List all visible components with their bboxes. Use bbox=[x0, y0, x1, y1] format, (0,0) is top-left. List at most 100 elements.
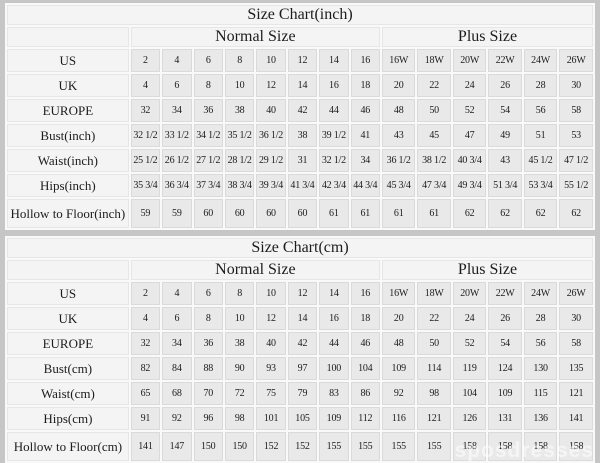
size-cell: 104 bbox=[452, 382, 487, 405]
size-cell: 42 3/4 bbox=[319, 174, 349, 197]
table-inch: Size Chart(inch) Normal Size Plus Size U… bbox=[5, 3, 595, 230]
size-cell: 43 bbox=[488, 149, 522, 172]
size-cell: 70 bbox=[193, 382, 223, 405]
size-cell: 155 bbox=[319, 432, 349, 461]
size-cell: 83 bbox=[319, 382, 349, 405]
size-cell: 36 3/4 bbox=[162, 174, 192, 197]
size-cell: 121 bbox=[559, 382, 593, 405]
size-cell: 75 bbox=[256, 382, 286, 405]
size-cell: 61 bbox=[417, 199, 451, 228]
size-cell: 56 bbox=[523, 332, 558, 355]
size-cell: 54 bbox=[488, 99, 522, 122]
size-cell: 26 bbox=[488, 74, 522, 97]
size-cell: 8 bbox=[224, 282, 255, 305]
size-cell: 39 1/2 bbox=[319, 124, 349, 147]
size-cell: 82 bbox=[130, 357, 161, 380]
size-cell: 6 bbox=[193, 49, 223, 72]
size-cell: 91 bbox=[130, 407, 161, 430]
corner-cell bbox=[7, 27, 129, 47]
size-cell: 98 bbox=[417, 382, 451, 405]
size-cell: 30 bbox=[559, 74, 593, 97]
size-cell: 8 bbox=[193, 74, 223, 97]
size-cell: 42 bbox=[287, 332, 318, 355]
size-cell: 147 bbox=[162, 432, 192, 461]
row-label: Hips(cm) bbox=[7, 407, 129, 430]
size-cell: 36 1/2 bbox=[381, 149, 416, 172]
size-cell: 25 1/2 bbox=[130, 149, 161, 172]
size-cell: 35 1/2 bbox=[224, 124, 255, 147]
size-cell: 92 bbox=[162, 407, 192, 430]
size-cell: 60 bbox=[193, 199, 223, 228]
size-cell: 54 bbox=[488, 332, 522, 355]
size-cell: 38 bbox=[287, 124, 318, 147]
row-label: Hollow to Floor(inch) bbox=[7, 199, 129, 228]
size-cell: 131 bbox=[488, 407, 522, 430]
size-cell: 31 bbox=[287, 149, 318, 172]
size-cell: 104 bbox=[350, 357, 380, 380]
size-cell: 90 bbox=[224, 357, 255, 380]
size-cell: 38 1/2 bbox=[417, 149, 451, 172]
size-cell: 141 bbox=[130, 432, 161, 461]
size-cell: 45 1/2 bbox=[523, 149, 558, 172]
size-cell: 26 1/2 bbox=[162, 149, 192, 172]
size-cell: 121 bbox=[417, 407, 451, 430]
size-cell: 26W bbox=[559, 282, 593, 305]
size-cell: 2 bbox=[130, 282, 161, 305]
size-cell: 96 bbox=[193, 407, 223, 430]
size-cell: 36 1/2 bbox=[256, 124, 286, 147]
size-cell: 8 bbox=[224, 49, 255, 72]
size-cell: 18W bbox=[417, 49, 451, 72]
size-cell: 12 bbox=[256, 74, 286, 97]
size-cell: 16 bbox=[319, 307, 349, 330]
size-cell: 34 1/2 bbox=[193, 124, 223, 147]
size-cell: 14 bbox=[287, 307, 318, 330]
size-cell: 115 bbox=[523, 382, 558, 405]
size-cell: 59 bbox=[162, 199, 192, 228]
size-cell: 20W bbox=[452, 49, 487, 72]
row-label: Waist(inch) bbox=[7, 149, 129, 172]
table-title-row: Size Chart(cm) bbox=[7, 238, 593, 258]
size-cell: 150 bbox=[224, 432, 255, 461]
size-cell: 38 bbox=[224, 99, 255, 122]
size-cell: 109 bbox=[488, 382, 522, 405]
size-cell: 36 bbox=[193, 332, 223, 355]
size-cell: 79 bbox=[287, 382, 318, 405]
table-row: Waist(cm) 65 68 70 72 75 79 83 86 92 98 104 109 115 12… bbox=[7, 382, 593, 405]
size-cell: 41 bbox=[350, 124, 380, 147]
table-row: US 2 4 6 8 10 12 14 16 16W 18W 20W 22W 24W 26W bbox=[7, 282, 593, 305]
table-title: Size Chart(cm) bbox=[7, 238, 593, 258]
size-cell: 114 bbox=[417, 357, 451, 380]
size-cell: 58 bbox=[559, 99, 593, 122]
table-row: Waist(inch) 25 1/2 26 1/2 27 1/2 28 1/2 29 1/… bbox=[7, 149, 593, 172]
size-cell: 38 bbox=[224, 332, 255, 355]
size-cell: 40 bbox=[256, 332, 286, 355]
size-cell: 44 bbox=[319, 99, 349, 122]
plus-size-header: Plus Size bbox=[381, 27, 593, 47]
table-row: Hollow to Floor(cm) 141 147 150 150 152 152 155… bbox=[7, 432, 593, 461]
size-cell: 52 bbox=[452, 99, 487, 122]
size-cell: 86 bbox=[350, 382, 380, 405]
size-chart-cm-table: Size Chart(cm) Normal Size Plus Size US 2… bbox=[5, 236, 595, 463]
size-cell: 155 bbox=[417, 432, 451, 461]
table-cm: Size Chart(cm) Normal Size Plus Size US 2… bbox=[5, 236, 595, 463]
size-cell: 28 1/2 bbox=[224, 149, 255, 172]
size-cell: 12 bbox=[256, 307, 286, 330]
size-cell: 35 3/4 bbox=[130, 174, 161, 197]
size-cell: 16 bbox=[319, 74, 349, 97]
size-cell: 10 bbox=[256, 49, 286, 72]
table-row: Hips(cm) 91 92 96 98 101 105 109 112 116 121 126 131… bbox=[7, 407, 593, 430]
size-cell: 12 bbox=[287, 49, 318, 72]
size-cell: 92 bbox=[381, 382, 416, 405]
table-title-row: Size Chart(inch) bbox=[7, 5, 593, 25]
table-row: UK 4 6 8 10 12 14 16 18 20 22 24 26 28 30 bbox=[7, 74, 593, 97]
size-cell: 28 bbox=[523, 307, 558, 330]
size-cell: 32 1/2 bbox=[319, 149, 349, 172]
size-cell: 112 bbox=[350, 407, 380, 430]
size-cell: 8 bbox=[193, 307, 223, 330]
size-cell: 44 bbox=[319, 332, 349, 355]
size-cell: 10 bbox=[224, 307, 255, 330]
size-cell: 47 1/2 bbox=[559, 149, 593, 172]
normal-size-header: Normal Size bbox=[130, 260, 380, 280]
size-cell: 100 bbox=[319, 357, 349, 380]
